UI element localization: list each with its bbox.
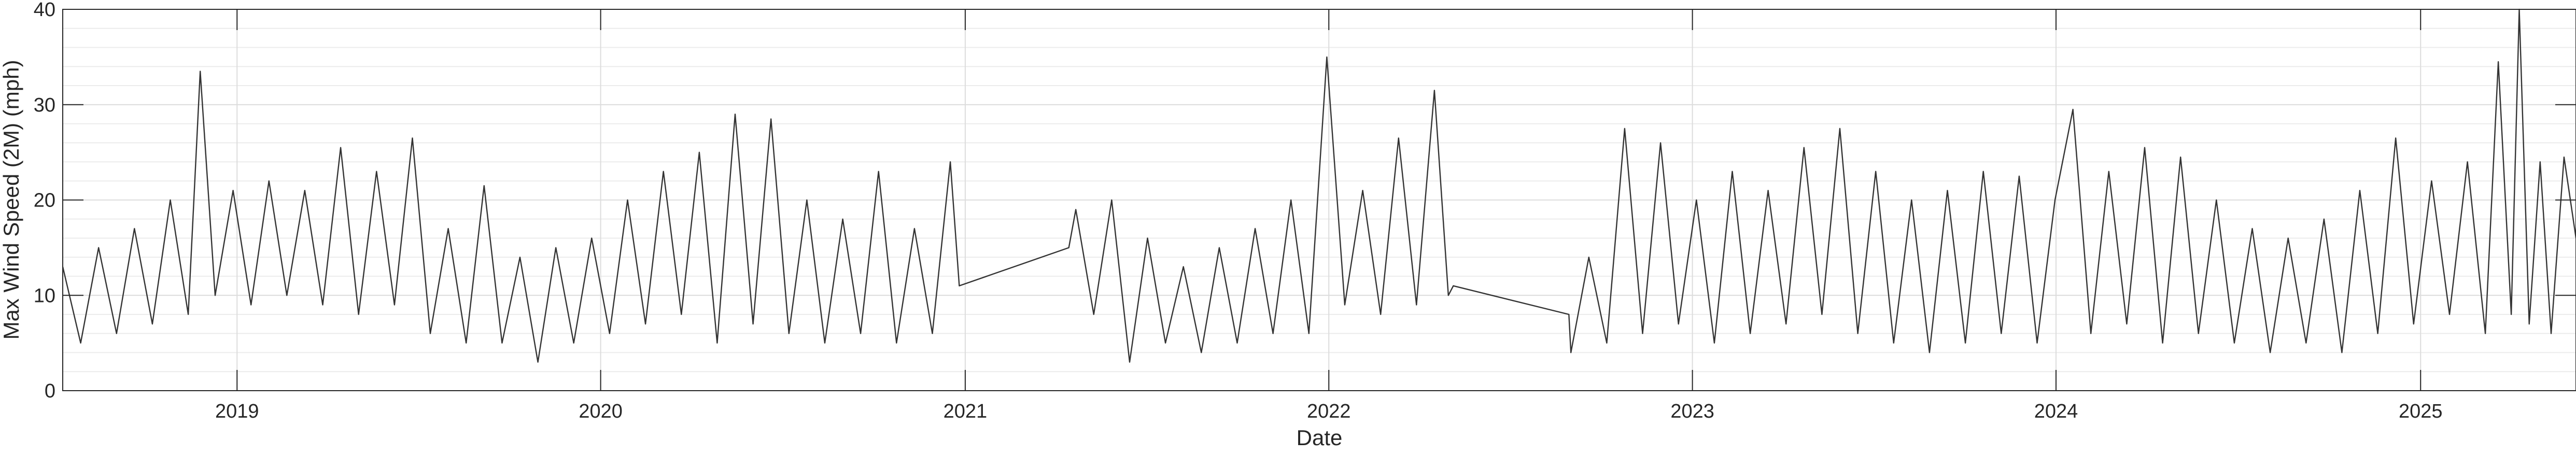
grid xyxy=(63,9,2576,391)
series-line xyxy=(62,8,2576,363)
data-series xyxy=(62,8,2576,363)
axes-box xyxy=(62,9,2576,391)
x-tick-label: 2024 xyxy=(2034,401,2078,422)
x-axis-title: Date xyxy=(1297,425,1343,450)
y-tick-label: 20 xyxy=(34,190,55,212)
axes xyxy=(62,9,2576,391)
x-tick-label: 2019 xyxy=(215,401,259,422)
x-tick-label: 2020 xyxy=(579,401,623,422)
y-tick-label: 30 xyxy=(34,94,55,116)
x-tick-label: 2022 xyxy=(1307,401,1351,422)
y-tick-label: 40 xyxy=(34,0,55,21)
tick-labels: 0 10 20 30 40 2019 2020 2021 2022 2023 2024 2025 xyxy=(34,0,2443,422)
y-tick-label: 10 xyxy=(34,285,55,307)
x-tick-label: 2025 xyxy=(2399,401,2443,422)
x-tick-label: 2021 xyxy=(944,401,988,422)
x-tick-label: 2023 xyxy=(1670,401,1714,422)
y-axis-title: Max Wind Speed (2M) (mph) xyxy=(0,60,23,339)
y-tick-label: 0 xyxy=(45,380,55,402)
